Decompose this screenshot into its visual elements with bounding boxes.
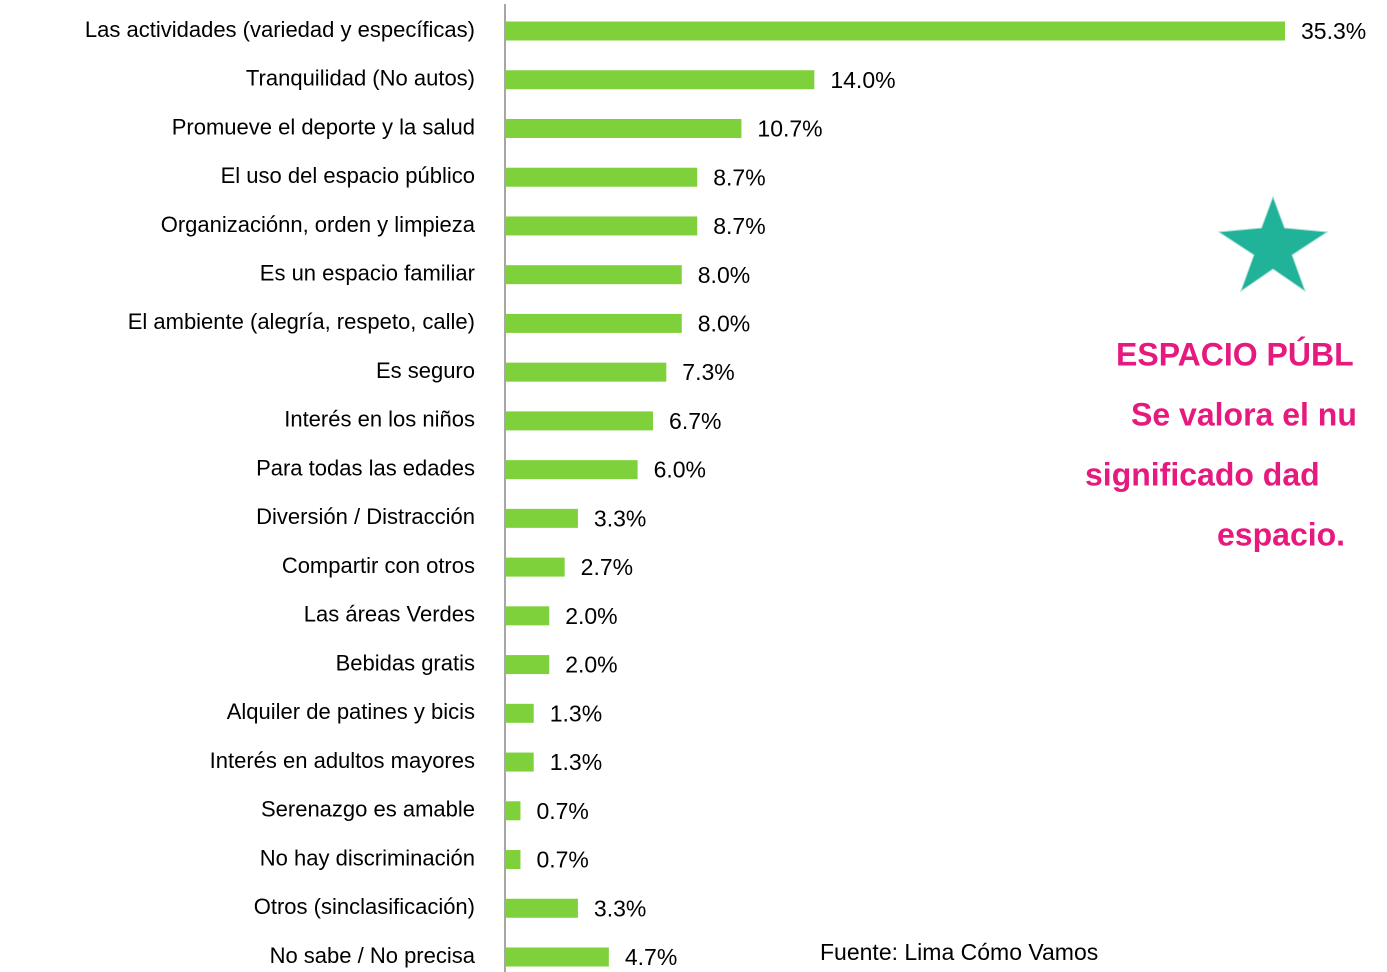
category-label: El uso del espacio público [221, 163, 475, 188]
bar [505, 752, 534, 772]
bar [505, 801, 521, 821]
value-label: 4.7% [625, 944, 677, 970]
category-label: Otros (sinclasificación) [254, 894, 475, 919]
value-label: 2.7% [581, 554, 633, 580]
value-label: 8.7% [713, 213, 765, 239]
category-label: No hay discriminación [260, 845, 475, 870]
bar [505, 216, 698, 236]
category-label: Serenazgo es amable [261, 797, 475, 822]
bar [505, 703, 534, 723]
category-label: Tranquilidad (No autos) [246, 66, 475, 91]
source: Fuente: Lima Cómo Vamos [820, 939, 1098, 965]
bar [505, 898, 578, 918]
category-label: Promueve el deporte y la salud [172, 114, 475, 139]
bar [505, 362, 667, 382]
annotation: significado dad [1085, 456, 1320, 492]
value-label: 6.0% [654, 457, 706, 483]
annotation: ESPACIO PÚBL [1116, 336, 1354, 372]
annotation: Se valora el nu [1131, 396, 1357, 432]
bar [505, 21, 1285, 41]
category-label: Interés en los niños [284, 407, 475, 432]
bar [505, 947, 609, 967]
bar [505, 508, 578, 528]
category-label: Las actividades (variedad y específicas) [85, 17, 475, 42]
category-label: Organizaciónn, orden y limpieza [161, 212, 476, 237]
value-label: 1.3% [550, 749, 602, 775]
category-label: Alquiler de patines y bicis [227, 699, 475, 724]
value-label: 10.7% [757, 116, 822, 142]
value-label: 14.0% [830, 67, 895, 93]
value-label: 8.0% [698, 262, 750, 288]
category-label: Es seguro [376, 358, 475, 383]
value-label: 6.7% [669, 408, 721, 434]
category-label: No sabe / No precisa [270, 943, 476, 968]
value-label: 2.0% [565, 603, 617, 629]
category-label: Interés en adultos mayores [210, 748, 475, 773]
category-label: Compartir con otros [282, 553, 475, 578]
category-label: Bebidas gratis [336, 650, 475, 675]
value-label: 35.3% [1301, 18, 1366, 44]
bar [505, 167, 698, 187]
bar [505, 460, 638, 480]
category-label: Diversión / Distracción [256, 504, 475, 529]
bar [505, 118, 742, 138]
bar [505, 655, 550, 675]
star-icon [1217, 195, 1329, 293]
bar [505, 70, 815, 90]
value-label: 7.3% [682, 359, 734, 385]
bar [505, 606, 550, 626]
value-label: 8.7% [713, 164, 765, 190]
value-label: 8.0% [698, 310, 750, 336]
bar [505, 557, 565, 577]
value-label: 3.3% [594, 895, 646, 921]
bar [505, 411, 654, 431]
annotation: espacio. [1217, 516, 1345, 552]
value-label: 0.7% [536, 847, 588, 873]
category-label: Para todas las edades [256, 455, 475, 480]
bar [505, 265, 682, 285]
value-label: 2.0% [565, 652, 617, 678]
category-label: Es un espacio familiar [260, 260, 475, 285]
category-label: Las áreas Verdes [304, 602, 475, 627]
value-label: 3.3% [594, 505, 646, 531]
category-label: El ambiente (alegría, respeto, calle) [128, 309, 475, 334]
value-label: 0.7% [536, 798, 588, 824]
value-label: 1.3% [550, 700, 602, 726]
bar [505, 313, 682, 333]
bar [505, 850, 521, 870]
